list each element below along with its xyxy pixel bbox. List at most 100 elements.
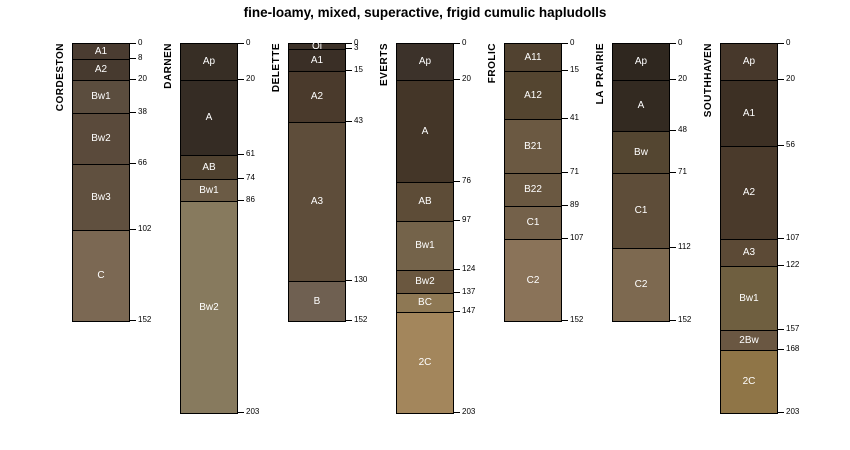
horizon-label: B22 bbox=[524, 184, 542, 195]
depth-label: 97 bbox=[462, 215, 471, 224]
depth-tick bbox=[237, 43, 244, 44]
horizon-label: A11 bbox=[524, 51, 542, 63]
depth-tick bbox=[669, 130, 676, 131]
horizon-label: C1 bbox=[526, 217, 540, 228]
horizon-label: A bbox=[205, 112, 213, 123]
horizon-label: A2 bbox=[742, 187, 756, 198]
depth-tick bbox=[561, 238, 568, 239]
horizon-band: Ap bbox=[721, 44, 777, 80]
depth-label: 15 bbox=[354, 65, 363, 74]
horizon-band: A bbox=[397, 80, 453, 182]
horizon-label: BC bbox=[418, 297, 432, 308]
depth-tick bbox=[777, 412, 784, 413]
horizon-label: AB bbox=[418, 196, 432, 207]
depth-tick bbox=[777, 43, 784, 44]
depth-tick bbox=[345, 121, 352, 122]
depth-tick bbox=[669, 320, 676, 321]
horizon-band: Bw1 bbox=[397, 221, 453, 270]
soil-profile-column: A1 A2 Bw1 Bw2 Bw3 C bbox=[72, 43, 130, 322]
depth-tick bbox=[669, 172, 676, 173]
horizon-label: C2 bbox=[526, 274, 540, 286]
depth-tick bbox=[237, 154, 244, 155]
depth-label: 203 bbox=[786, 407, 800, 416]
depth-tick bbox=[129, 229, 136, 230]
horizon-label: A2 bbox=[310, 91, 324, 102]
profile-name-label: FROLIC bbox=[487, 43, 498, 84]
depth-label: 152 bbox=[678, 315, 692, 324]
depth-label: 71 bbox=[570, 167, 579, 176]
chart-title: fine-loamy, mixed, superactive, frigid c… bbox=[243, 5, 607, 20]
depth-label: 203 bbox=[462, 407, 476, 416]
depth-label: 56 bbox=[786, 140, 795, 149]
depth-tick bbox=[777, 79, 784, 80]
horizon-label: Bw1 bbox=[91, 91, 111, 102]
depth-tick bbox=[345, 320, 352, 321]
horizon-label: Bw2 bbox=[415, 276, 435, 287]
horizon-label: B bbox=[313, 295, 321, 307]
horizon-band: Bw bbox=[613, 131, 669, 173]
depth-tick bbox=[453, 292, 460, 293]
depth-tick bbox=[453, 79, 460, 80]
horizon-label: Oi bbox=[312, 40, 322, 52]
depth-tick bbox=[129, 79, 136, 80]
depth-label: 122 bbox=[786, 260, 800, 269]
horizon-band: A1 bbox=[721, 80, 777, 146]
depth-tick bbox=[129, 58, 136, 59]
horizon-label: A2 bbox=[94, 64, 108, 75]
horizon-band: 2C bbox=[397, 312, 453, 413]
depth-label: 41 bbox=[570, 113, 579, 122]
horizon-label: A bbox=[421, 125, 429, 137]
depth-label: 38 bbox=[138, 107, 147, 116]
depth-tick bbox=[561, 320, 568, 321]
horizon-band: B bbox=[289, 281, 345, 321]
horizon-band: Bw2 bbox=[181, 201, 237, 413]
horizon-label: 2C bbox=[418, 357, 432, 368]
depth-label: 0 bbox=[354, 38, 359, 47]
horizon-band: C bbox=[73, 230, 129, 321]
horizon-label: Bw2 bbox=[91, 133, 111, 144]
horizon-band: B21 bbox=[505, 119, 561, 173]
depth-label: 20 bbox=[246, 74, 255, 83]
profile-name-label: LA PRAIRIE bbox=[595, 43, 606, 105]
horizon-band: BC bbox=[397, 293, 453, 312]
depth-tick bbox=[777, 349, 784, 350]
depth-label: 0 bbox=[678, 38, 683, 47]
depth-label: 0 bbox=[462, 38, 467, 47]
depth-tick bbox=[453, 43, 460, 44]
depth-label: 147 bbox=[462, 306, 476, 315]
depth-label: 107 bbox=[570, 233, 584, 242]
depth-label: 71 bbox=[678, 167, 687, 176]
depth-tick bbox=[129, 112, 136, 113]
profile-name-label: DELETTE bbox=[271, 43, 282, 93]
depth-tick bbox=[777, 145, 784, 146]
horizon-label: Bw3 bbox=[91, 191, 111, 203]
depth-tick bbox=[777, 329, 784, 330]
depth-label: 137 bbox=[462, 287, 476, 296]
horizon-band: B22 bbox=[505, 173, 561, 206]
depth-label: 130 bbox=[354, 275, 368, 284]
horizon-label: Bw bbox=[634, 146, 648, 158]
depth-label: 20 bbox=[678, 74, 687, 83]
soil-profile-column: Ap A AB Bw1 Bw2 BC 2C bbox=[396, 43, 454, 414]
depth-label: 66 bbox=[138, 158, 147, 167]
horizon-band: A1 bbox=[73, 44, 129, 59]
depth-label: 20 bbox=[786, 74, 795, 83]
depth-label: 8 bbox=[138, 53, 143, 62]
horizon-band: A2 bbox=[721, 146, 777, 239]
depth-tick bbox=[453, 269, 460, 270]
depth-label: 0 bbox=[570, 38, 575, 47]
depth-label: 168 bbox=[786, 344, 800, 353]
horizon-label: A3 bbox=[742, 247, 756, 258]
depth-tick bbox=[561, 205, 568, 206]
depth-tick bbox=[669, 79, 676, 80]
horizon-band: A11 bbox=[505, 44, 561, 71]
depth-label: 20 bbox=[462, 74, 471, 83]
depth-label: 3 bbox=[354, 43, 359, 52]
soil-profile-column: Ap A1 A2 A3 Bw1 2Bw 2C bbox=[720, 43, 778, 414]
depth-tick bbox=[669, 43, 676, 44]
horizon-band: A bbox=[181, 80, 237, 155]
profile-name-label: DARNEN bbox=[163, 43, 174, 89]
horizon-band: C2 bbox=[613, 248, 669, 321]
horizon-band: Oi bbox=[289, 40, 345, 52]
depth-label: 43 bbox=[354, 116, 363, 125]
